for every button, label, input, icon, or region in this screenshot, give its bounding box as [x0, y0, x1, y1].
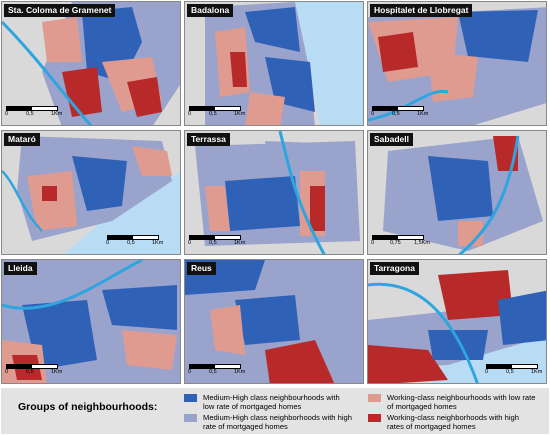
legend-item-working-high: Working-class neighborhoods with high ra… [368, 413, 537, 431]
legend-item-medium-high-high: Medium-High class neighborhoods with hig… [184, 413, 353, 431]
panel-title: Hospitalet de Llobregat [370, 4, 473, 17]
panel-title: Mataró [4, 133, 40, 146]
legend-swatch [368, 394, 381, 402]
legend-swatch [368, 414, 381, 422]
legend-swatch [184, 394, 197, 402]
scale-bar: 0 0,5 1Km [106, 235, 167, 251]
legend-label: Working-class neighborhoods with high ra… [387, 413, 519, 431]
scale-bar: 0 0,5 1Km [5, 106, 66, 122]
map-panel-sabadell: Sabadell 0 0,75 1,5Km [367, 130, 547, 255]
panel-title: Sta. Coloma de Gramenet [4, 4, 116, 17]
map-hospitalet [368, 2, 546, 125]
legend-item-working-low: Working-class neighbourhoods with low ra… [368, 393, 537, 411]
map-panel-mataro: Mataró 0 0,5 1Km [1, 130, 181, 255]
map-mataro [2, 131, 180, 254]
legend-label: Medium-High class neighbourhoods with lo… [203, 393, 340, 411]
map-panel-hospitalet: Hospitalet de Llobregat 0 0,5 1Km [367, 1, 547, 126]
legend-item-medium-high-low: Medium-High class neighbourhoods with lo… [184, 393, 353, 411]
panel-title: Reus [187, 262, 216, 275]
panel-title: Terrassa [187, 133, 230, 146]
scale-bar: 0 0,75 1,5Km [371, 235, 432, 251]
map-panel-reus: Reus 0 0,5 1Km [184, 259, 364, 384]
scale-bar: 0 0,5 1Km [371, 106, 432, 122]
panel-title: Lleida [4, 262, 37, 275]
map-panel-sta-coloma: Sta. Coloma de Gramenet 0 0,5 1Km [1, 1, 181, 126]
legend-swatch [184, 414, 197, 422]
map-reus [185, 260, 363, 383]
panel-title: Badalona [187, 4, 234, 17]
legend-title: Groups of neighbourhoods: [18, 401, 158, 413]
legend-label: Working-class neighbourhoods with low ra… [387, 393, 536, 411]
map-lleida [2, 260, 180, 383]
map-tarragona [368, 260, 546, 383]
map-sta-coloma [2, 2, 180, 125]
scale-bar: 0 0,5 1Km [188, 235, 249, 251]
legend: Groups of neighbourhoods: Medium-High cl… [1, 388, 549, 434]
panel-title: Tarragona [370, 262, 419, 275]
scale-bar: 0 0,5 1Km [5, 364, 66, 380]
map-panel-lleida: Lleida 0 0,5 1Km [1, 259, 181, 384]
scale-bar: 0 0,5 1Km [485, 364, 546, 380]
panel-title: Sabadell [370, 133, 413, 146]
legend-label: Medium-High class neighborhoods with hig… [203, 413, 353, 431]
map-terrassa [185, 131, 363, 254]
map-panel-tarragona: Tarragona 0 0,5 1Km [367, 259, 547, 384]
scale-bar: 0 0,5 1Km [188, 364, 249, 380]
scale-bar: 0 0,5 1Km [188, 106, 249, 122]
map-sabadell [368, 131, 546, 254]
map-panel-badalona: Badalona 0 0,5 1Km [184, 1, 364, 126]
map-panel-terrassa: Terrassa 0 0,5 1Km [184, 130, 364, 255]
map-badalona [185, 2, 363, 125]
